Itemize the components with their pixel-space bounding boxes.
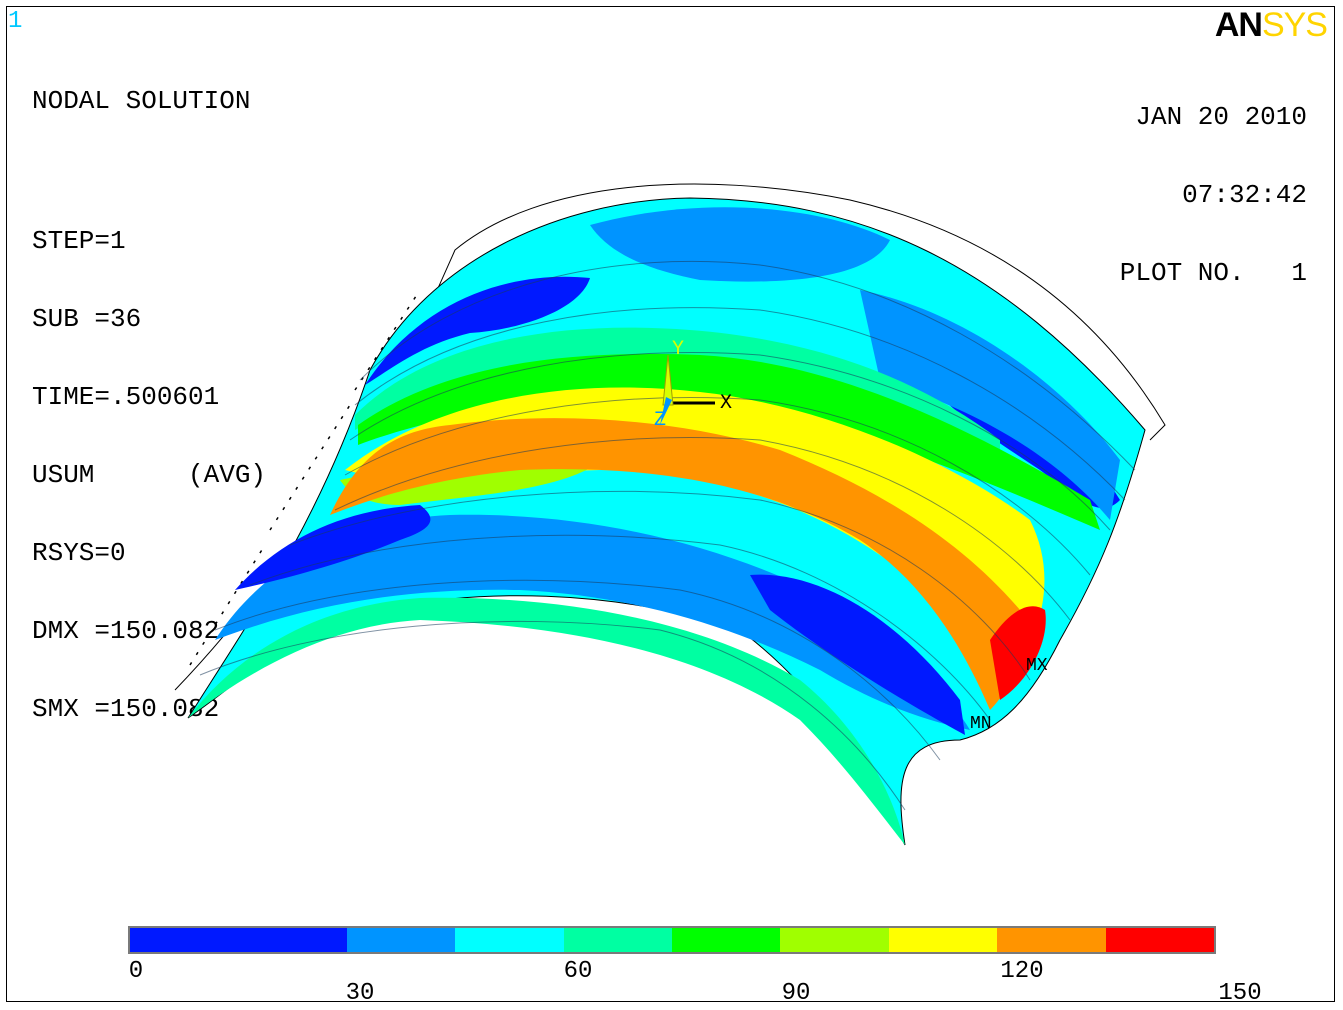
band-orange: [330, 418, 1023, 710]
band-blue-mid-right: [860, 290, 1120, 520]
triad-y-label: Y: [672, 338, 684, 361]
legend-tick-60: 60: [563, 958, 593, 985]
solution-title: NODAL SOLUTION: [32, 86, 251, 116]
min-marker: MN: [970, 714, 992, 734]
window-number: 1: [8, 8, 23, 35]
substep-label: SUB =36: [32, 304, 142, 334]
legend-tick-150: 150: [1218, 980, 1262, 1007]
result-label: USUM (AVG): [32, 460, 267, 490]
color-legend-bar: [128, 926, 1216, 954]
band-deep-blue-lower-right: [750, 574, 965, 735]
plot-time: 07:32:42: [1182, 180, 1307, 210]
band-deep-blue-upper-left: [365, 276, 590, 385]
undeformed-edge-dashes: [189, 289, 421, 666]
plot-date: JAN 20 2010: [1135, 102, 1307, 132]
legend-band-4: [455, 928, 564, 952]
triad-x-label: X: [720, 392, 732, 415]
legend-band-3: [346, 928, 456, 952]
plot-header: JAN 20 2010 07:32:42 PLOT NO. 1: [1120, 52, 1307, 312]
legend-band-2: [238, 928, 347, 952]
step-label: STEP=1: [32, 226, 126, 256]
legend-tick-90: 90: [781, 980, 811, 1007]
legend-band-8: [888, 928, 998, 952]
corrugation-lines: [199, 260, 1136, 811]
dmx-label: DMX =150.082: [32, 616, 220, 646]
max-marker: MX: [1026, 656, 1048, 676]
band-deep-blue-lower-left: [235, 505, 431, 590]
band-blue-upper: [590, 207, 890, 282]
band-teal-lower-edge: [188, 597, 905, 845]
ansys-logo: ANSYS: [1214, 6, 1328, 45]
triad-z-label: Z: [654, 409, 666, 432]
legend-band-6: [672, 928, 781, 952]
time-label: TIME=.500601: [32, 382, 220, 412]
logo-part-an: AN: [1214, 6, 1263, 44]
legend-tick-120: 120: [1000, 958, 1044, 985]
logo-part-sys: SYS: [1261, 6, 1328, 44]
legend-band-10: [1105, 928, 1215, 952]
legend-tick-0: 0: [128, 958, 144, 985]
legend-tick-30: 30: [345, 980, 375, 1007]
legend-band-1: [130, 928, 239, 952]
legend-band-5: [563, 928, 673, 952]
legend-band-9: [997, 928, 1106, 952]
legend-band-7: [780, 928, 889, 952]
plot-number: PLOT NO. 1: [1119, 258, 1307, 288]
band-blue-lower: [215, 514, 970, 730]
coordinate-triad: X Y Z: [654, 338, 732, 432]
band-red-max: [990, 606, 1046, 700]
rsys-label: RSYS=0: [32, 538, 126, 568]
band-teal: [355, 327, 1000, 460]
